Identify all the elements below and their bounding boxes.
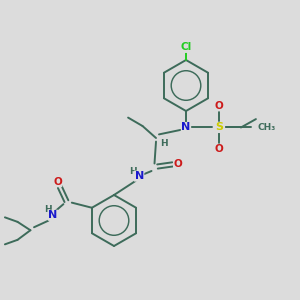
Text: S: S [215,122,223,133]
Text: H: H [45,205,52,214]
Text: H: H [160,139,168,148]
Text: N: N [48,210,58,220]
Text: O: O [214,101,224,111]
Text: N: N [135,171,144,181]
Text: H: H [129,167,136,176]
Text: Cl: Cl [180,42,192,52]
Text: CH₃: CH₃ [257,123,276,132]
Text: O: O [214,144,224,154]
Text: N: N [182,122,190,133]
Text: O: O [53,177,62,187]
Text: O: O [173,159,182,170]
